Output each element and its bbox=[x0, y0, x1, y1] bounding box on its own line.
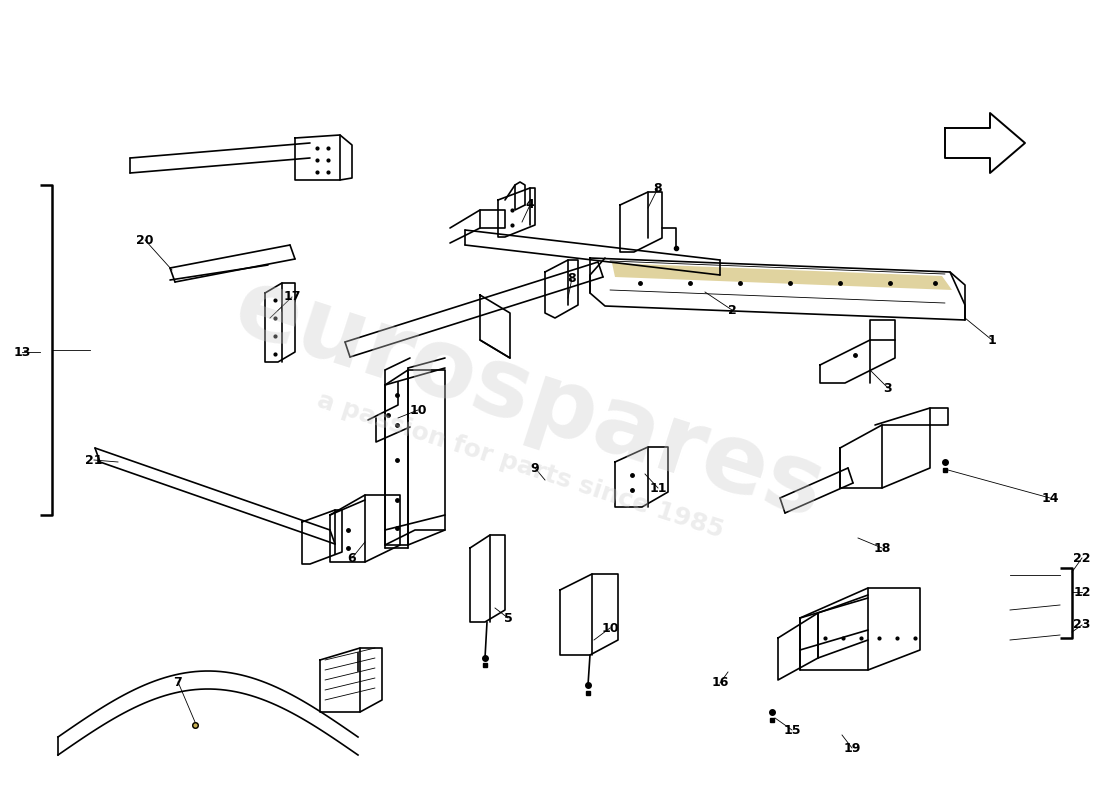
Text: 14: 14 bbox=[1042, 491, 1058, 505]
Text: 4: 4 bbox=[526, 198, 535, 211]
Text: 13: 13 bbox=[13, 346, 31, 358]
Text: 11: 11 bbox=[649, 482, 667, 494]
Text: 20: 20 bbox=[136, 234, 154, 246]
Text: 18: 18 bbox=[873, 542, 891, 554]
Text: 15: 15 bbox=[783, 723, 801, 737]
Text: a passion for parts since 1985: a passion for parts since 1985 bbox=[314, 388, 726, 542]
Text: 17: 17 bbox=[284, 290, 300, 303]
Text: 6: 6 bbox=[348, 551, 356, 565]
Text: 1: 1 bbox=[988, 334, 997, 346]
Polygon shape bbox=[945, 113, 1025, 173]
Text: 9: 9 bbox=[530, 462, 539, 474]
Text: 23: 23 bbox=[1074, 618, 1091, 631]
Text: 8: 8 bbox=[653, 182, 662, 194]
Text: 21: 21 bbox=[86, 454, 102, 466]
Text: 7: 7 bbox=[174, 675, 183, 689]
Text: eurospares: eurospares bbox=[223, 261, 837, 539]
Text: 22: 22 bbox=[1074, 551, 1091, 565]
Text: 19: 19 bbox=[844, 742, 860, 754]
Text: 10: 10 bbox=[602, 622, 618, 634]
Text: 16: 16 bbox=[712, 677, 728, 690]
Text: 12: 12 bbox=[1074, 586, 1091, 598]
Polygon shape bbox=[612, 263, 952, 290]
Text: 5: 5 bbox=[504, 611, 513, 625]
Text: 8: 8 bbox=[568, 271, 576, 285]
Text: 3: 3 bbox=[883, 382, 892, 394]
Text: 2: 2 bbox=[727, 303, 736, 317]
Text: 10: 10 bbox=[409, 403, 427, 417]
